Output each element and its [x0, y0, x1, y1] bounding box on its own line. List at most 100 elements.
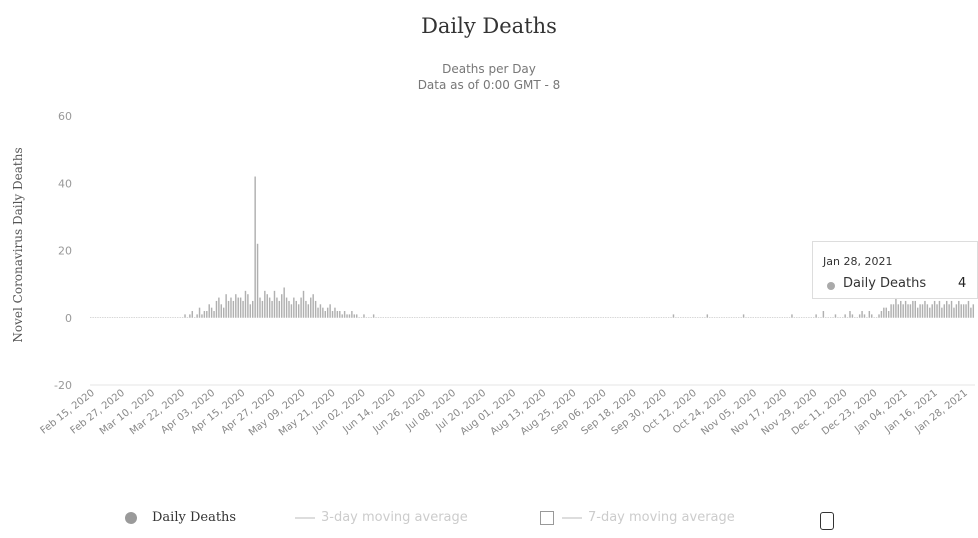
bar[interactable]: [239, 297, 242, 318]
bar[interactable]: [580, 317, 583, 318]
bar[interactable]: [609, 317, 612, 318]
bar[interactable]: [331, 311, 334, 318]
bar[interactable]: [660, 317, 663, 318]
bar[interactable]: [172, 317, 174, 318]
bar[interactable]: [803, 317, 805, 318]
bar[interactable]: [885, 307, 887, 318]
bar[interactable]: [515, 317, 518, 318]
bar[interactable]: [938, 300, 941, 318]
bar[interactable]: [643, 317, 646, 318]
bar[interactable]: [530, 317, 532, 318]
bar[interactable]: [650, 317, 653, 318]
bar[interactable]: [791, 314, 793, 318]
bar[interactable]: [752, 317, 754, 318]
bar[interactable]: [522, 317, 525, 318]
bar[interactable]: [109, 317, 111, 318]
bar[interactable]: [426, 317, 428, 318]
bar[interactable]: [264, 290, 266, 318]
bar[interactable]: [779, 317, 781, 318]
bar[interactable]: [588, 317, 590, 318]
bar[interactable]: [191, 311, 194, 318]
bar[interactable]: [102, 317, 104, 318]
bar[interactable]: [150, 317, 152, 318]
bar[interactable]: [663, 317, 665, 318]
bar[interactable]: [389, 317, 392, 318]
bar[interactable]: [916, 307, 919, 318]
bar[interactable]: [179, 317, 181, 318]
bar[interactable]: [904, 300, 907, 318]
bar[interactable]: [160, 317, 162, 318]
bar[interactable]: [868, 311, 871, 318]
bar[interactable]: [227, 300, 230, 318]
bar[interactable]: [329, 304, 331, 318]
bar[interactable]: [970, 307, 972, 318]
bar[interactable]: [554, 317, 556, 318]
bar[interactable]: [459, 317, 462, 318]
bar[interactable]: [653, 317, 655, 318]
bar[interactable]: [892, 304, 895, 318]
bar[interactable]: [438, 317, 440, 318]
bar[interactable]: [788, 317, 791, 318]
bar[interactable]: [469, 317, 472, 318]
bar[interactable]: [302, 290, 305, 318]
bar[interactable]: [203, 311, 206, 318]
bar[interactable]: [404, 317, 406, 318]
bar[interactable]: [252, 300, 254, 318]
bar[interactable]: [955, 304, 958, 318]
bar[interactable]: [341, 314, 343, 318]
bar[interactable]: [592, 317, 595, 318]
bar[interactable]: [339, 311, 341, 318]
bar[interactable]: [193, 317, 196, 318]
bar[interactable]: [206, 311, 208, 318]
bar[interactable]: [433, 317, 435, 318]
bar[interactable]: [218, 297, 220, 318]
bar[interactable]: [866, 317, 868, 318]
bar[interactable]: [597, 317, 600, 318]
bar[interactable]: [133, 317, 135, 318]
bar[interactable]: [924, 300, 926, 318]
bar[interactable]: [336, 311, 339, 318]
bar[interactable]: [967, 300, 970, 318]
bar[interactable]: [452, 317, 455, 318]
bar[interactable]: [576, 317, 578, 318]
bar[interactable]: [312, 294, 314, 318]
bar[interactable]: [667, 317, 670, 318]
bar[interactable]: [128, 317, 131, 318]
bar[interactable]: [392, 317, 394, 318]
bar[interactable]: [230, 297, 232, 318]
bar[interactable]: [353, 314, 356, 318]
bar[interactable]: [310, 297, 312, 318]
bar[interactable]: [414, 317, 416, 318]
bar[interactable]: [237, 297, 239, 318]
bar[interactable]: [880, 311, 883, 318]
bar[interactable]: [111, 317, 114, 318]
bar[interactable]: [97, 317, 99, 318]
bar[interactable]: [508, 317, 510, 318]
bar[interactable]: [290, 304, 293, 318]
bar[interactable]: [300, 297, 302, 318]
bar[interactable]: [293, 297, 295, 318]
bar[interactable]: [174, 317, 177, 318]
bar[interactable]: [343, 311, 346, 318]
bar[interactable]: [883, 307, 885, 318]
bar[interactable]: [177, 317, 179, 318]
bar[interactable]: [135, 317, 138, 318]
bar[interactable]: [873, 317, 875, 318]
bar[interactable]: [636, 317, 638, 318]
bar[interactable]: [953, 307, 955, 318]
bar[interactable]: [699, 317, 701, 318]
bar[interactable]: [324, 311, 326, 318]
bar[interactable]: [406, 317, 409, 318]
bar[interactable]: [542, 317, 544, 318]
bar[interactable]: [590, 317, 592, 318]
bar[interactable]: [368, 317, 370, 318]
bar[interactable]: [759, 317, 762, 318]
bar[interactable]: [348, 314, 351, 318]
bar[interactable]: [314, 300, 317, 318]
bar[interactable]: [271, 300, 273, 318]
bar[interactable]: [786, 317, 788, 318]
bar[interactable]: [875, 317, 878, 318]
bar[interactable]: [563, 317, 566, 318]
bar[interactable]: [607, 317, 609, 318]
bar[interactable]: [551, 317, 554, 318]
